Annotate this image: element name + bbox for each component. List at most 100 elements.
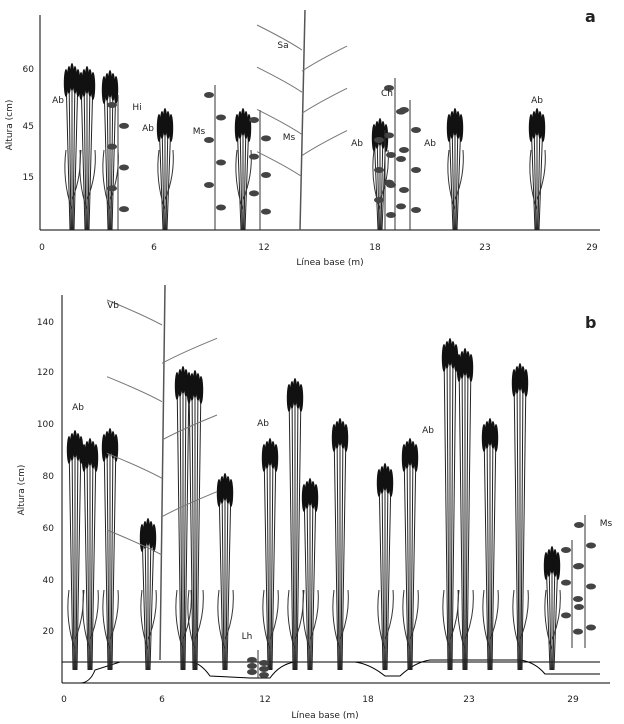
spike (343, 424, 349, 452)
y-tick-label: 60 (43, 524, 55, 534)
plant-label: Ab (351, 139, 363, 149)
stem (340, 429, 344, 671)
spike (273, 444, 279, 472)
stem (141, 529, 147, 671)
leaf (247, 663, 257, 669)
leaf (396, 156, 406, 162)
branch (106, 529, 163, 556)
y-label: Altura (cm) (5, 100, 15, 151)
stem (341, 429, 347, 671)
branch (106, 376, 163, 403)
leaf (561, 612, 571, 619)
leaf (457, 589, 474, 651)
plant-label: Ab (422, 426, 434, 436)
stem (458, 359, 464, 671)
leaf (332, 589, 349, 651)
stem (71, 441, 75, 671)
leaf (374, 197, 384, 203)
x-tick-label: 0 (61, 695, 67, 705)
leaf (573, 596, 583, 602)
spike (313, 484, 319, 512)
x-tick-label: 23 (479, 243, 490, 253)
stem (176, 377, 182, 671)
stem (451, 349, 457, 671)
stem (486, 429, 490, 671)
y-tick-label: 45 (23, 122, 34, 132)
leaf (82, 589, 99, 651)
stem (288, 389, 294, 671)
stem (516, 374, 520, 671)
spike (523, 369, 529, 397)
plant-label: Ab (72, 403, 84, 413)
leaf (261, 172, 271, 178)
leaf (399, 107, 409, 113)
plant-label: Ab (257, 419, 269, 429)
leaf (374, 167, 384, 173)
leaf (574, 604, 584, 610)
stem (83, 449, 89, 671)
leaf (261, 135, 271, 142)
stem (183, 377, 187, 671)
plant-label: Hi (132, 103, 141, 113)
spike (90, 72, 96, 100)
stem (336, 429, 340, 671)
leaf (249, 117, 259, 123)
stem (378, 474, 384, 671)
panel-letter: a (585, 7, 596, 26)
stem (196, 381, 202, 671)
trunk (299, 9, 306, 231)
leaf (249, 153, 259, 160)
leaf (574, 522, 584, 528)
leaf (482, 589, 499, 651)
leaf (561, 579, 571, 586)
plant-label: Ab (424, 139, 436, 149)
branch (161, 337, 218, 364)
leaf (411, 167, 421, 173)
branch (161, 414, 218, 441)
leaf (67, 589, 84, 651)
stem (149, 529, 155, 671)
stem (191, 381, 195, 671)
plant-label: Vb (107, 301, 119, 311)
stem (148, 529, 152, 671)
x-tick-label: 18 (362, 695, 374, 705)
trunk (159, 284, 166, 661)
leaf (102, 149, 119, 211)
spike (228, 479, 234, 507)
branch (256, 66, 303, 93)
stem (68, 441, 74, 671)
plant-label: Ab (531, 96, 543, 106)
leaf (396, 203, 406, 210)
leaf (586, 542, 596, 549)
stem (465, 359, 469, 671)
y-tick-label: 80 (43, 472, 55, 482)
leaf (175, 589, 192, 651)
leaf (374, 137, 384, 143)
spike (413, 444, 419, 472)
spike (540, 114, 546, 142)
x-tick-label: 12 (258, 243, 269, 253)
spike (198, 376, 204, 404)
x-tick-label: 23 (463, 695, 474, 705)
x-tick-label: 6 (151, 243, 157, 253)
plant-label: Ab (52, 96, 64, 106)
stem (311, 489, 317, 671)
plant-label: Ch (381, 89, 393, 99)
stem (483, 429, 489, 671)
branch (256, 151, 303, 178)
y-tick-label: 60 (23, 65, 35, 75)
plant-label: Ms (600, 519, 613, 529)
stem (221, 484, 225, 671)
leaf (249, 190, 259, 197)
leaf (119, 206, 129, 213)
panel-letter: b (585, 313, 596, 332)
stem (513, 374, 519, 671)
spike (388, 469, 394, 497)
stem (266, 449, 270, 671)
stem (521, 374, 527, 671)
x-label: Línea base (m) (296, 258, 363, 268)
branch (301, 87, 348, 114)
leaf (573, 628, 583, 635)
leaf (411, 207, 421, 213)
stem (450, 349, 454, 671)
